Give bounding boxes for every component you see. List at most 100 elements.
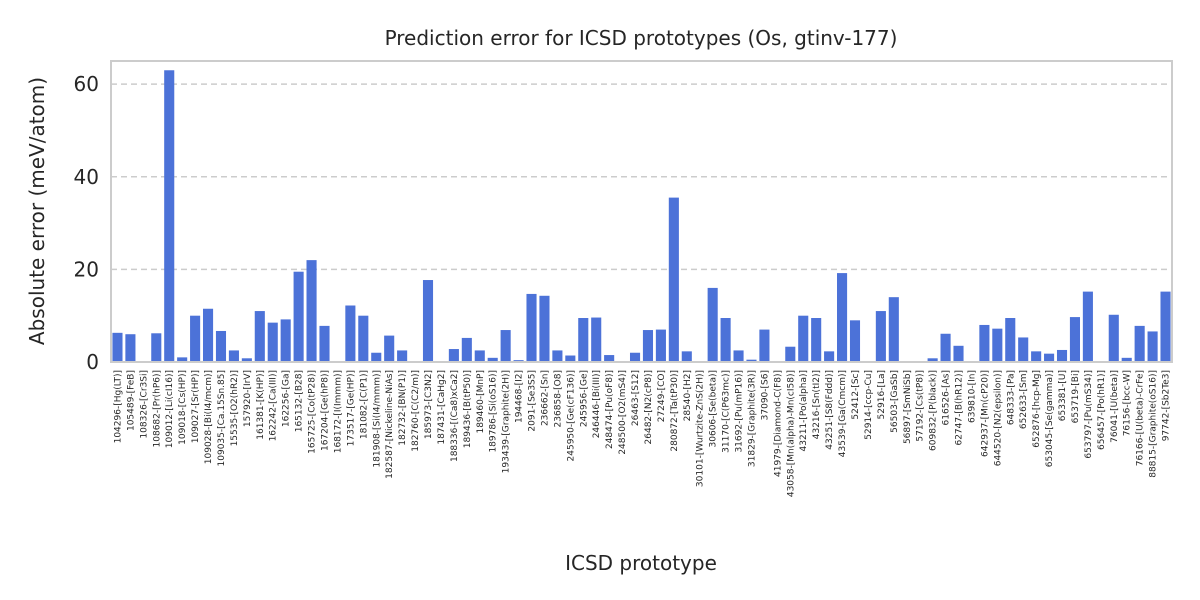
x-tick-label: 653045-[Se(gamma)] [1045,370,1055,467]
x-tick-label: 30606-[Se(beta)] [709,370,719,447]
bar [578,318,589,362]
x-tick-label: 187431-[CaHg2] [437,370,447,445]
bar [1082,291,1093,362]
x-tick-label: 194468-[I2] [515,370,525,423]
x-tick-label: 189436-[B(tP50)] [463,370,473,448]
x-tick-label: 280872-[Ta(tP30)] [670,370,680,452]
bar [992,328,1003,362]
x-tick-label: 104296-[Hg(LT)] [114,370,124,443]
bar [681,351,692,362]
x-tick-label: 167204-[Ge(hP8)] [321,370,331,451]
bar [267,322,278,362]
bar [384,335,395,362]
x-tick-label: 28540-[H2] [683,370,693,421]
x-tick-label: 2091-[Se3S5] [528,370,538,432]
x-tick-label: 31829-[Graphite(3R)] [748,370,758,467]
x-tick-label: 188336-[(Ca8)xCa2] [450,370,460,462]
x-tick-label: 653719-[Bi] [1071,370,1081,423]
bar [604,355,615,362]
x-tick-label: 109028-[Bi(I4/mcm)] [204,370,214,464]
bar [798,315,809,362]
x-tick-label: 165725-[Co(tP28)] [308,370,318,454]
x-tick-label: 43539-[Ga(Cmcm)] [838,370,848,457]
bar [487,357,498,362]
x-tick-label: 26463-[S12] [631,370,641,426]
bar [319,325,330,362]
bar [875,311,886,362]
x-tick-label: 245956-[Ge] [579,370,589,427]
bars [112,70,1171,362]
x-tick-label: 109027-[Sr(HP)] [191,370,201,443]
x-tick-label: 52916-[La] [877,370,887,419]
x-tick-label: 108326-[Cr3Si] [139,370,149,439]
y-tick-label: 20 [74,257,99,281]
bar [539,295,550,362]
x-tick-label: 173517-[Ge(HP)] [346,370,356,446]
bar [733,350,744,362]
bar [280,319,291,362]
bar [474,350,485,362]
x-tick-label: 52412-[Sc] [851,370,861,420]
bar [358,315,369,362]
y-axis-ticks: 0 20 40 60 [74,72,99,374]
bar [1134,325,1145,362]
bar [254,311,265,362]
y-tick-label: 0 [86,350,99,374]
bar [759,329,770,362]
x-tick-label: 43216-[Sn(tI2)] [812,370,822,439]
x-tick-label: 76156-[bcc-W] [1123,370,1133,436]
y-axis-label: Absolute error (meV/atom) [25,77,49,345]
bar [190,315,201,362]
bar [461,337,472,362]
x-tick-label: 109035-[Ca.15Sn.85] [217,370,227,466]
bar [953,345,964,362]
y-tick-label: 40 [74,165,99,189]
bar [1005,318,1016,362]
bar [591,317,602,362]
chart-title: Prediction error for ICSD prototypes (Os… [385,26,898,50]
x-tick-label: 644520-[N2(epsilon)] [993,370,1003,466]
x-tick-label: 15535-[O2(hR2)] [230,370,240,446]
x-tick-label: 162256-[Ga] [282,370,292,427]
x-tick-label: 62747-[B(hR12)] [955,370,965,446]
bar [642,330,654,362]
gridlines [111,83,1172,271]
bar [720,318,731,362]
x-tick-label: 97742-[Sb2Te3] [1162,370,1172,441]
x-tick-label: 109018-[Cs(HP)] [178,370,188,445]
x-tick-label: 652633-[Sm] [1019,370,1029,429]
x-tick-label: 108682-[Pr(hP6)] [152,370,162,447]
bar [202,308,214,362]
x-tick-label: 52914-[ccp-Cu] [864,370,874,440]
x-tick-label: 76166-[U(beta)-CrFe] [1136,370,1146,466]
bar [1160,291,1171,362]
bar [112,332,123,362]
bar [422,280,434,362]
bar [228,350,239,362]
x-tick-label: 168172-[I(Immm)] [333,370,343,453]
bar [448,349,459,362]
bar [565,355,576,362]
x-tick-label: 236662-[Sn] [541,370,551,426]
x-tick-label: 41979-[Diamond-C(F8)] [773,370,783,477]
x-tick-label: 639810-[In] [967,370,977,423]
x-tick-label: 109012-[Li(cI16)] [165,370,175,448]
bar [824,351,835,362]
x-tick-label: 648333-[Pa] [1006,370,1016,425]
x-tick-label: 162242-[Ca(III)] [269,370,279,441]
bar [215,330,227,362]
bar [940,333,951,362]
x-tick-label: 182587-[Nickeline-NiAs] [385,370,395,479]
plot-frame [110,60,1173,363]
x-tick-label: 157920-[IrV] [243,370,253,427]
x-tick-label: 653381-[U] [1058,370,1068,421]
x-tick-label: 165132-[B28] [295,370,305,432]
x-tick-label: 181908-[Si(I4/mmm)] [372,370,382,468]
x-axis-ticks: 104296-[Hg(LT)] 105489-[FeB] 108326-[Cr3Si… [114,370,1172,497]
bar [668,197,679,362]
x-tick-label: 248474-[Pu(oF8)] [605,370,615,449]
bar [746,359,757,362]
bar [888,297,899,362]
bar [164,70,175,362]
